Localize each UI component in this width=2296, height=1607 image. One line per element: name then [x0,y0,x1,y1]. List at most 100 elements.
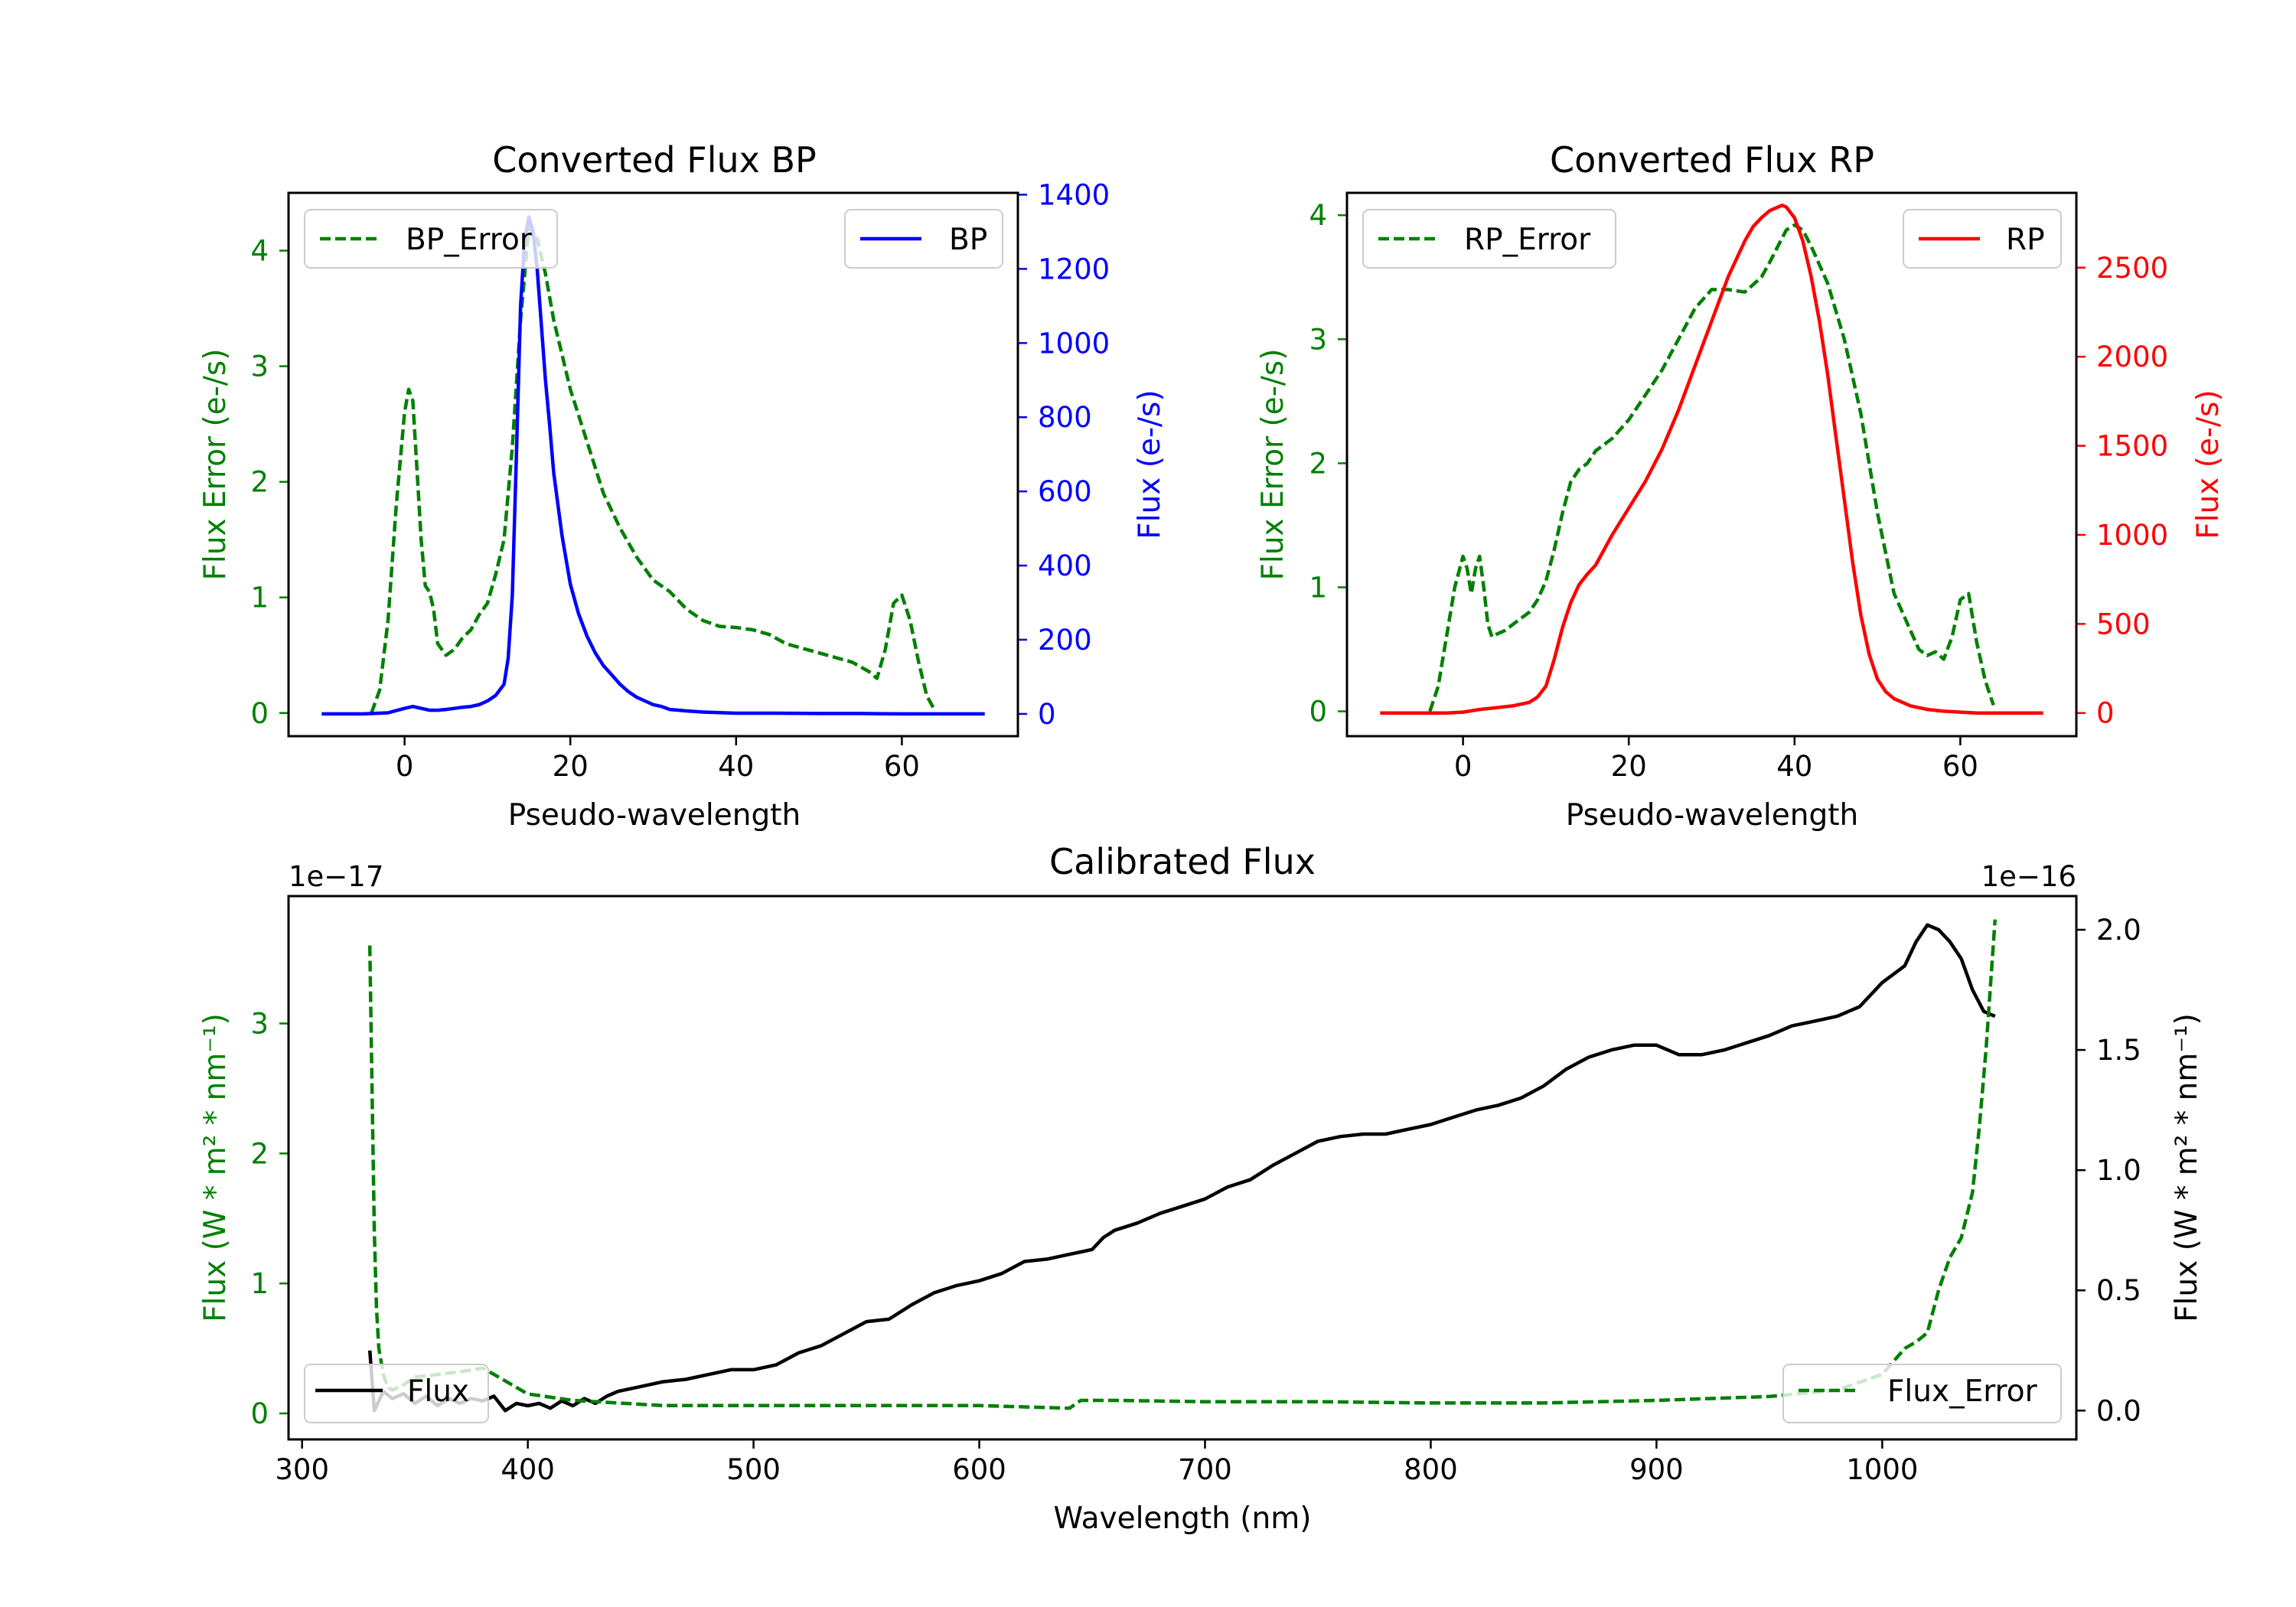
rp-y-right-tick-label: 0 [2096,697,2115,730]
cal-legend-error: Flux_Error [1782,1364,2062,1423]
bp-x-tick-label: 0 [396,750,414,783]
rp-y-left-tick-label: 1 [1309,571,1327,604]
cal-series-flux-line [367,923,1996,1413]
bp-series-bp-error-line [370,226,937,714]
rp-y-right-tick-label: 500 [2096,608,2151,641]
bp-title: Converted Flux BP [492,139,817,181]
cal-right-offset: 1e−16 [1981,860,2076,893]
bp-plot-frame [287,191,1019,738]
rp-legend-flux-box [1903,209,2062,269]
cal-y-right-tick-label: 1.5 [2096,1034,2141,1067]
calibrated-panel: Calibrated Flux 1e−17 1e−16 300 400 500 600… [198,841,2204,1536]
rp-y-right-tick-label: 2000 [2096,341,2168,373]
rp-legend-flux-label: RP [2006,223,2045,257]
bp-y-left-tick-label: 2 [250,466,269,499]
cal-y-right-label: Flux (W * m² * nm⁻¹) [2170,1013,2204,1322]
cal-x-tick-label: 900 [1629,1453,1684,1486]
cal-lines [367,919,1998,1413]
bp-lines [321,215,985,716]
cal-legend-error-box [1782,1364,2062,1423]
cal-y-left-tick-label: 0 [250,1397,269,1430]
cal-x-tick-label: 700 [1178,1453,1232,1486]
cal-y-right-tick-label: 0.0 [2096,1394,2141,1427]
bp-y-left-tick-label: 1 [250,582,269,614]
rp-y-right-tick-label: 2500 [2096,252,2168,285]
rp-y-left-label: Flux Error (e-/s) [1256,349,1290,581]
rp-y-left-tick-label: 2 [1309,447,1327,480]
cal-y-left-label: Flux (W * m² * nm⁻¹) [198,1013,233,1322]
bp-x-tick-label: 20 [553,750,589,783]
cal-y-right-tick-label: 0.5 [2096,1274,2141,1307]
bp-x-tick-label: 40 [718,750,754,783]
rp-y-right-label: Flux (e-/s) [2191,390,2226,539]
cal-x-tick-label: 800 [1404,1453,1458,1486]
bp-x-tick-label: 60 [884,750,920,783]
rp-legend-error-box [1362,209,1616,269]
bp-legend-error-label: BP_Error [406,223,533,257]
cal-plot-frame [287,895,2078,1441]
cal-x-tick-label: 600 [952,1453,1006,1486]
rp-x-tick-label: 60 [1942,750,1978,783]
rp-legend-error: RP_Error [1362,209,1616,269]
bp-y-right-tick-label: 1400 [1038,178,1110,211]
bp-y-right-label: Flux (e-/s) [1133,390,1167,539]
rp-y-left-tick-label: 0 [1309,696,1327,729]
cal-y-left-tick-label: 2 [250,1137,269,1170]
rp-y-left-tick-label: 4 [1309,199,1327,232]
bp-y-left-tick-label: 3 [250,350,269,383]
rp-lines [1380,204,2043,715]
cal-y-right-tick-label: 1.0 [2096,1154,2141,1187]
bp-y-right-tick-label: 800 [1038,401,1092,434]
bp-panel: Converted Flux BP 0 20 40 60012340200400600… [198,139,1167,833]
bp-x-axis-label: Pseudo-wavelength [508,798,801,833]
cal-y-left-tick-label: 1 [250,1267,269,1300]
bp-legend-flux: BP [844,209,1003,269]
bp-legend-error: BP_Error [304,209,558,269]
rp-legend-error-label: RP_Error [1464,223,1591,257]
cal-x-tick-label: 300 [275,1453,329,1486]
bp-y-right-tick-label: 1000 [1038,327,1110,360]
bp-y-left-tick-label: 0 [250,697,269,730]
cal-x-tick-label: 400 [501,1453,555,1486]
rp-series-rp-error-line [1428,223,1995,712]
cal-left-offset: 1e−17 [289,860,383,893]
rp-y-right-tick-label: 1500 [2096,430,2168,463]
bp-legend-flux-box [844,209,1003,269]
cal-legend-flux-label: Flux [407,1374,469,1409]
rp-title: Converted Flux RP [1550,139,1874,181]
bp-y-right-tick-label: 0 [1038,698,1056,731]
rp-x-tick-label: 40 [1776,750,1812,783]
bp-y-left-label: Flux Error (e-/s) [198,349,233,581]
bp-series-bp-line [321,215,985,716]
cal-series-flux-error-line [367,919,1998,1410]
cal-legend-flux-box [304,1364,489,1423]
rp-series-rp-line [1380,204,2043,715]
rp-panel: Converted Flux RP 0 20 40 60012340500100015… [1256,139,2226,833]
bp-y-right-tick-label: 200 [1038,624,1092,657]
cal-x-tick-label: 500 [726,1453,781,1486]
rp-legend-flux: RP [1903,209,2062,269]
bp-y-right-tick-label: 400 [1038,549,1092,582]
cal-x-axis-label: Wavelength (nm) [1054,1501,1312,1536]
cal-y-left-tick-label: 3 [250,1007,269,1040]
bp-y-right-tick-label: 600 [1038,475,1092,508]
cal-ticks: 300 400 500 600 700 800 900 1000 0 1 2 3 0.0 0.5 1.0 1.… [250,914,2141,1486]
rp-x-tick-label: 20 [1611,750,1647,783]
bp-y-right-tick-label: 1200 [1038,253,1110,285]
cal-title: Calibrated Flux [1049,841,1316,882]
cal-y-right-tick-label: 2.0 [2096,914,2141,947]
cal-legend-flux: Flux [304,1364,489,1423]
rp-plot-frame [1345,191,2078,738]
rp-x-tick-label: 0 [1454,750,1473,783]
rp-x-axis-label: Pseudo-wavelength [1566,798,1858,833]
cal-legend-error-label: Flux_Error [1887,1374,2038,1409]
rp-y-left-tick-label: 3 [1309,323,1327,356]
bp-y-left-tick-label: 4 [250,235,269,268]
rp-y-right-tick-label: 1000 [2096,519,2168,552]
cal-x-tick-label: 1000 [1846,1453,1918,1486]
bp-legend-error-box [304,209,558,269]
bp-legend-flux-label: BP [949,223,987,257]
